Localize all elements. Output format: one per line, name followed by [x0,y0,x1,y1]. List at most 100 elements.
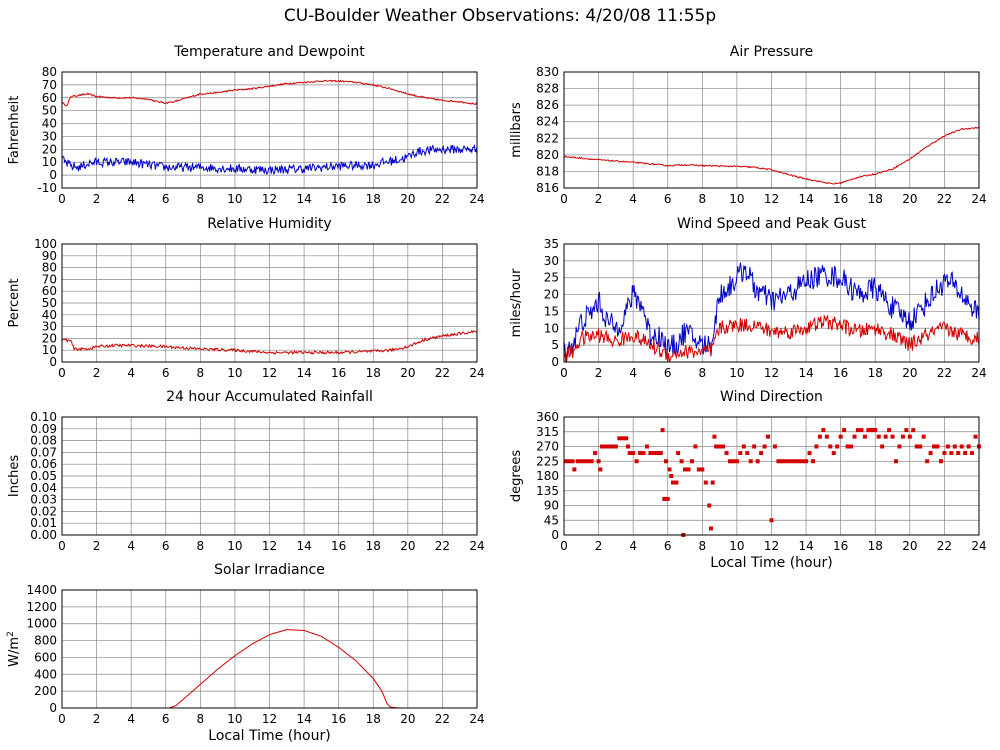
data-point [686,467,691,472]
wind-speed-plot-frame [563,243,980,363]
x-tick-label: 20 [902,539,917,553]
data-point [828,444,833,449]
x-tick-label: 6 [664,539,672,553]
data-point [651,451,656,456]
data-point [900,434,905,439]
humidity-ylabel: Percent [7,279,22,328]
y-tick-label: -10 [37,181,57,195]
data-point [804,459,809,464]
data-point [598,467,603,472]
x-tick-label: 12 [764,366,779,380]
x-tick-label: 4 [127,539,135,553]
x-tick-label: 4 [629,366,637,380]
humidity-series-0-line [62,329,477,356]
data-point [776,459,781,464]
wind-direction-xlabel: Local Time (hour) [710,555,832,571]
x-tick-label: 2 [93,539,101,553]
data-point [897,444,902,449]
x-tick-label: 16 [331,366,346,380]
data-point [925,459,930,464]
y-tick-label: 100 [34,237,57,251]
wind-speed-title: Wind Speed and Peak Gust [677,216,866,232]
data-point [589,459,594,464]
data-point [821,428,826,433]
data-point [966,444,971,449]
y-tick-label: 30 [544,254,559,268]
y-tick-label: 360 [536,410,559,424]
y-tick-label: 225 [536,454,559,468]
data-point [679,459,684,464]
x-tick-label: 4 [127,192,135,206]
x-tick-label: 22 [435,192,450,206]
x-tick-label: 2 [93,712,101,726]
data-point [613,444,618,449]
x-tick-label: 2 [595,192,603,206]
data-point [938,459,943,464]
x-tick-label: 18 [366,712,381,726]
humidity-plot-frame [61,243,478,363]
air-pressure-series-0-line [564,126,979,185]
y-tick-label: 820 [536,148,559,162]
x-tick-label: 0 [560,539,568,553]
x-tick-label: 12 [262,712,277,726]
y-tick-label: 10 [42,155,57,169]
x-tick-label: 10 [227,712,242,726]
data-point [755,459,760,464]
data-point [693,444,698,449]
data-point [617,436,622,441]
x-tick-label: 10 [227,366,242,380]
solar-title: Solar Irradiance [214,562,325,578]
data-point [890,434,895,439]
x-tick-label: 14 [296,192,311,206]
x-tick-label: 24 [469,366,484,380]
x-tick-label: 24 [469,712,484,726]
humidity-title: Relative Humidity [207,216,331,232]
data-point [800,459,805,464]
x-tick-label: 10 [729,539,744,553]
x-tick-label: 2 [595,366,603,380]
x-tick-label: 20 [902,366,917,380]
x-tick-label: 22 [435,539,450,553]
x-tick-label: 14 [798,539,813,553]
data-point [907,434,912,439]
data-point [665,496,670,501]
y-tick-label: 270 [536,440,559,454]
y-tick-label: 0 [49,168,57,182]
data-point [658,451,663,456]
x-tick-label: 18 [868,366,883,380]
data-point [738,451,743,456]
y-tick-label: 0.06 [30,457,57,471]
data-point [670,480,675,485]
y-tick-label: 0.08 [30,434,57,448]
x-tick-label: 6 [162,366,170,380]
data-point [914,444,919,449]
y-tick-label: 40 [42,308,57,322]
data-point [674,480,679,485]
data-point [918,444,923,449]
data-point [603,444,608,449]
data-point [911,428,916,433]
page-title: CU-Boulder Weather Observations: 4/20/08… [283,6,717,26]
x-tick-label: 0 [58,539,66,553]
data-point [710,480,715,485]
data-point [724,451,729,456]
y-tick-label: 60 [42,284,57,298]
x-tick-label: 10 [227,192,242,206]
data-point [660,428,665,433]
data-point [579,459,584,464]
x-tick-label: 24 [971,192,986,206]
data-point [845,444,850,449]
data-point [664,459,669,464]
y-tick-label: 90 [544,499,559,513]
y-tick-label: 5 [551,338,559,352]
x-tick-label: 6 [162,539,170,553]
data-point [786,459,791,464]
data-point [849,444,854,449]
y-tick-label: 0.03 [30,493,57,507]
rainfall-title: 24 hour Accumulated Rainfall [166,389,373,405]
data-point [790,459,795,464]
y-tick-label: 20 [42,142,57,156]
x-tick-label: 10 [729,192,744,206]
